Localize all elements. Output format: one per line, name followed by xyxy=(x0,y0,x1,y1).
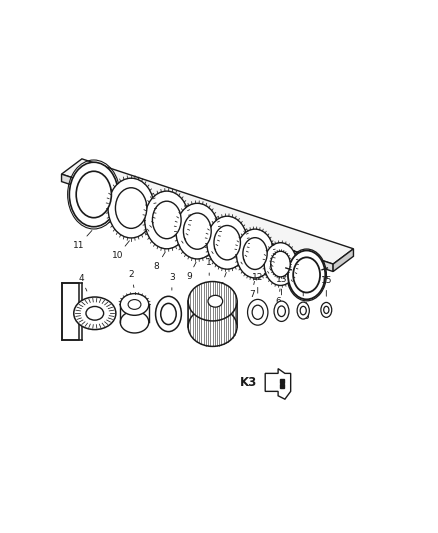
Ellipse shape xyxy=(271,251,290,277)
Ellipse shape xyxy=(252,305,263,319)
Ellipse shape xyxy=(108,178,154,238)
Ellipse shape xyxy=(278,306,286,317)
Text: 1: 1 xyxy=(206,259,212,276)
Ellipse shape xyxy=(321,302,332,317)
Ellipse shape xyxy=(120,311,149,333)
Ellipse shape xyxy=(264,243,297,286)
Text: K3: K3 xyxy=(240,376,257,389)
Ellipse shape xyxy=(188,307,237,346)
Ellipse shape xyxy=(116,188,147,228)
Text: 9: 9 xyxy=(186,262,196,281)
Ellipse shape xyxy=(237,229,274,278)
Polygon shape xyxy=(333,249,353,271)
Ellipse shape xyxy=(86,306,104,320)
Ellipse shape xyxy=(324,306,329,313)
Ellipse shape xyxy=(208,295,223,307)
Text: 2: 2 xyxy=(128,270,134,287)
Text: 5: 5 xyxy=(304,303,310,320)
Ellipse shape xyxy=(69,162,118,227)
Ellipse shape xyxy=(74,297,116,329)
Ellipse shape xyxy=(161,303,176,325)
Text: 8: 8 xyxy=(218,272,226,292)
Polygon shape xyxy=(280,384,284,388)
Text: 6: 6 xyxy=(275,289,281,306)
Ellipse shape xyxy=(120,294,149,316)
Ellipse shape xyxy=(176,203,219,259)
Ellipse shape xyxy=(152,201,181,239)
Text: 7: 7 xyxy=(249,281,254,299)
Ellipse shape xyxy=(184,213,211,249)
Ellipse shape xyxy=(274,301,289,321)
Ellipse shape xyxy=(128,300,141,309)
Text: 4: 4 xyxy=(78,274,87,291)
Ellipse shape xyxy=(188,281,237,321)
Ellipse shape xyxy=(214,225,240,260)
Text: 10: 10 xyxy=(112,241,129,260)
Text: 12: 12 xyxy=(252,273,263,293)
Text: 8: 8 xyxy=(154,252,165,271)
Ellipse shape xyxy=(145,191,189,249)
Text: 11: 11 xyxy=(73,230,92,250)
Ellipse shape xyxy=(297,302,309,319)
Polygon shape xyxy=(61,174,333,271)
Ellipse shape xyxy=(247,300,268,325)
Ellipse shape xyxy=(76,171,111,217)
Ellipse shape xyxy=(288,251,325,300)
Text: 14: 14 xyxy=(297,276,309,296)
Text: 13: 13 xyxy=(276,274,287,295)
Text: 15: 15 xyxy=(321,276,332,296)
Ellipse shape xyxy=(155,296,181,332)
Polygon shape xyxy=(61,159,353,264)
Ellipse shape xyxy=(207,216,247,269)
Polygon shape xyxy=(280,379,284,383)
Ellipse shape xyxy=(293,257,320,293)
Ellipse shape xyxy=(243,238,267,270)
Text: 3: 3 xyxy=(169,273,175,290)
Ellipse shape xyxy=(300,306,306,315)
